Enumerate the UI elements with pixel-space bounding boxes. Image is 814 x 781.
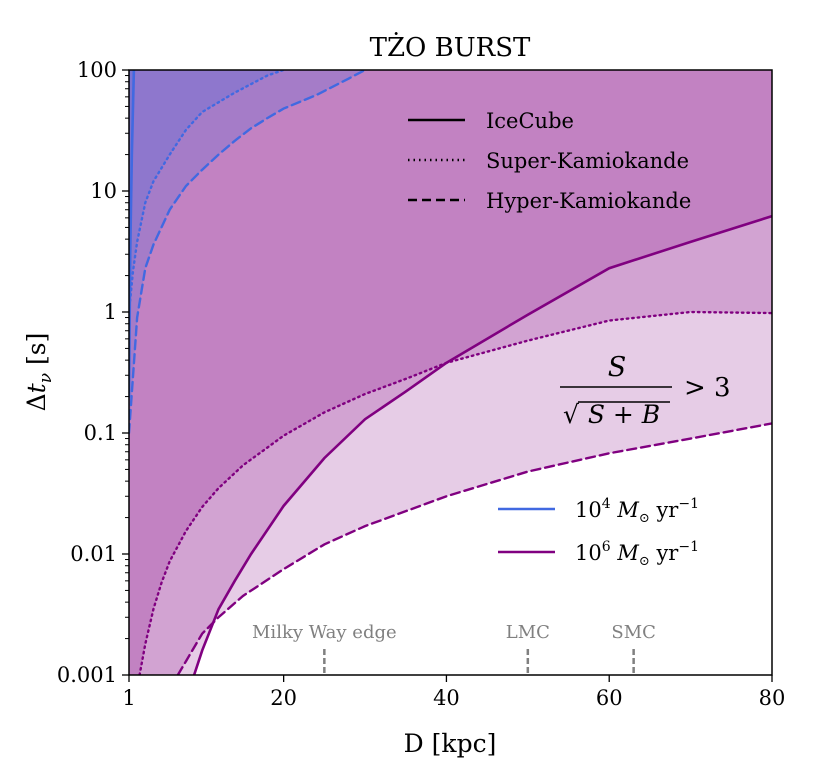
series-line-icecube-106 bbox=[192, 214, 772, 675]
fill-regions bbox=[129, 70, 772, 675]
snr-numerator: S bbox=[608, 352, 627, 383]
x-tick-label: 20 bbox=[270, 686, 297, 710]
y-tick-label: 0.01 bbox=[70, 542, 117, 566]
fill-hyper-kamiokande-106 bbox=[129, 70, 772, 675]
fill-icecube-106 bbox=[129, 70, 772, 675]
series-line-super-kamiokande-104 bbox=[129, 70, 285, 314]
snr-denominator: S + B bbox=[588, 400, 660, 429]
legend-rate-label: 106 M⊙ yr−1 bbox=[575, 539, 699, 569]
y-tick-label: 0.1 bbox=[84, 421, 117, 445]
series-line-hyper-kamiokande-106 bbox=[176, 422, 772, 675]
snr-annotation: S √ S + B > 3 bbox=[560, 352, 731, 429]
legend-detectors: IceCube Super-Kamiokande Hyper-Kamiokande bbox=[408, 109, 691, 213]
legend-label: Super-Kamiokande bbox=[486, 149, 689, 173]
axes: 1 20 40 60 80 0.001 0.01 0.1 1 10 100 bbox=[57, 58, 785, 710]
x-axis-label: D [kpc] bbox=[404, 729, 497, 758]
plot-frame bbox=[128, 69, 773, 676]
snr-relation: > 3 bbox=[684, 373, 731, 403]
fill-hyper-kamiokande-104 bbox=[129, 70, 366, 675]
fill-super-kamiokande-106 bbox=[129, 70, 772, 675]
x-tick-label: 60 bbox=[596, 686, 623, 710]
y-tick-label: 1 bbox=[104, 300, 117, 324]
series-line-hyper-kamiokande-104 bbox=[129, 70, 367, 435]
x-tick-label: 40 bbox=[433, 686, 460, 710]
y-tick-label: 0.001 bbox=[57, 663, 117, 687]
x-tick-label: 1 bbox=[122, 686, 135, 710]
marker-label: SMC bbox=[611, 622, 656, 643]
legend-label: Hyper-Kamiokande bbox=[486, 189, 691, 213]
y-tick-label: 10 bbox=[90, 179, 117, 203]
legend-rate-label: 104 M⊙ yr−1 bbox=[575, 496, 699, 526]
x-tick-label: 80 bbox=[759, 686, 786, 710]
marker-label: LMC bbox=[506, 622, 550, 643]
y-axis-label: Δtν [s] bbox=[22, 333, 56, 412]
marker-label: Milky Way edge bbox=[252, 622, 397, 643]
snr-sqrt-sign: √ bbox=[563, 400, 579, 429]
series-lines bbox=[129, 70, 772, 675]
legend-rates: 104 M⊙ yr−1 106 M⊙ yr−1 bbox=[498, 496, 699, 569]
series-line-super-kamiokande-106 bbox=[138, 310, 772, 675]
legend-label: IceCube bbox=[486, 109, 574, 133]
distance-markers: Milky Way edge LMC SMC bbox=[252, 622, 656, 675]
fill-super-kamiokande-104 bbox=[129, 70, 284, 675]
chart-title: TŻO BURST bbox=[370, 32, 531, 63]
y-tick-label: 100 bbox=[77, 58, 117, 82]
